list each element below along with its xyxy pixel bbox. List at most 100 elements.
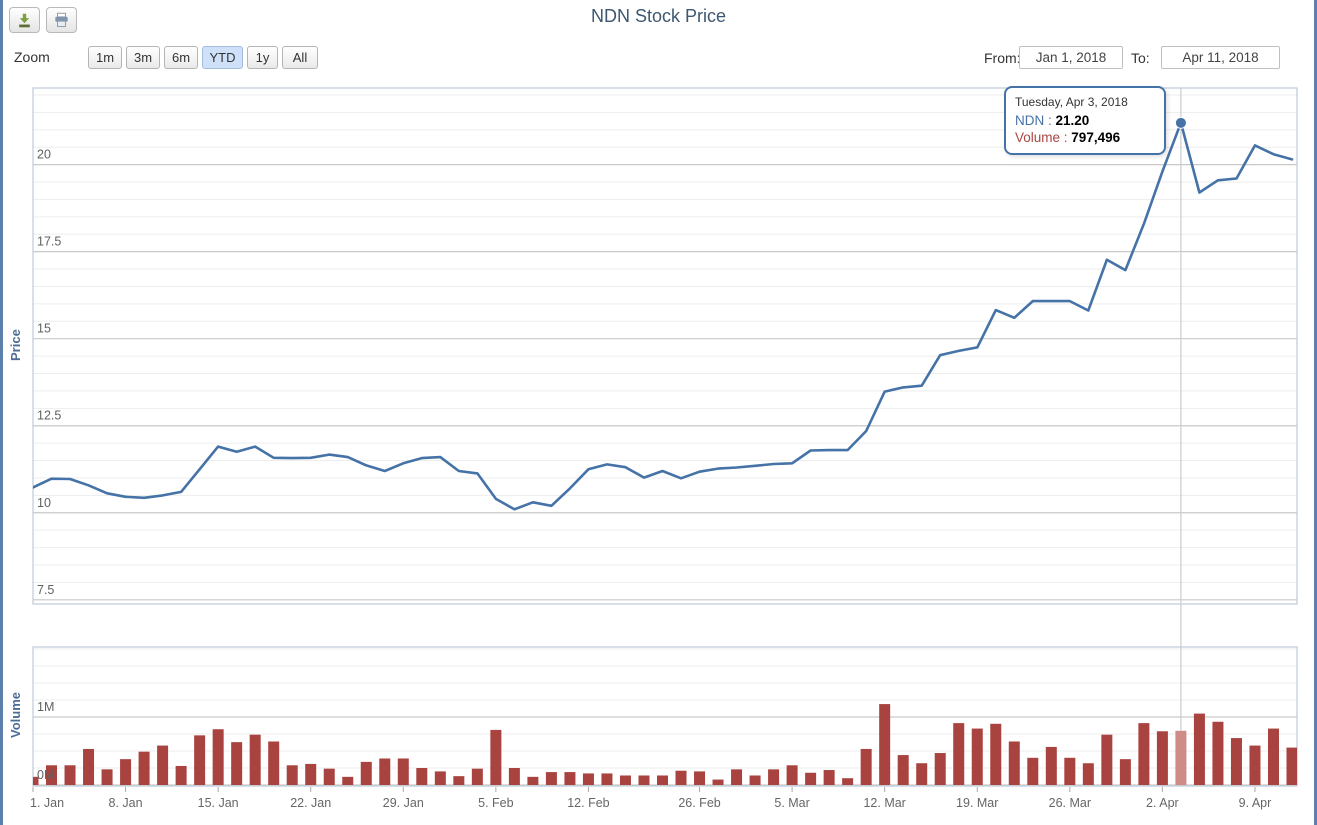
zoom-button-1m[interactable]: 1m [88,46,122,69]
volume-bar[interactable] [194,735,206,785]
volume-bar[interactable] [786,765,798,785]
volume-bar[interactable] [971,728,983,785]
volume-bar[interactable] [490,729,502,785]
volume-bar[interactable] [1156,731,1168,785]
volume-bar[interactable] [545,772,557,785]
volume-axis-title: Volume [8,692,23,738]
volume-bar[interactable] [508,768,520,785]
zoom-button-1y[interactable]: 1y [247,46,278,69]
volume-bar[interactable] [1193,713,1205,785]
volume-bar[interactable] [805,772,817,785]
volume-bar[interactable] [1212,721,1224,785]
volume-bar[interactable] [1064,757,1076,785]
volume-bar[interactable] [953,723,965,785]
print-icon [55,12,68,27]
volume-bar[interactable] [453,776,465,785]
volume-bar[interactable] [46,765,58,785]
volume-bar[interactable] [1101,734,1113,785]
volume-bar[interactable] [916,763,928,785]
volume-bar[interactable] [934,753,946,785]
volume-bar[interactable] [434,771,446,785]
x-tick-label: 2. Apr [1146,796,1179,810]
x-tick-label: 12. Feb [567,796,609,810]
volume-bar[interactable] [83,748,95,785]
volume-bar[interactable] [712,779,724,785]
volume-bar[interactable] [879,704,891,785]
x-tick-label: 12. Mar [863,796,905,810]
volume-bar[interactable] [842,778,854,785]
volume-bar[interactable] [1230,738,1242,785]
volume-bar[interactable] [249,734,261,785]
volume-bar[interactable] [101,769,113,785]
volume-bar[interactable] [1138,723,1150,785]
volume-bar[interactable] [638,775,650,785]
volume-bar[interactable] [286,765,298,785]
volume-bar[interactable] [175,765,187,785]
volume-bar[interactable] [397,758,409,785]
volume-bar[interactable] [1027,757,1039,785]
volume-bar[interactable] [28,776,39,785]
volume-bar[interactable] [749,775,761,785]
volume-bar[interactable] [379,758,391,785]
zoom-button-3m[interactable]: 3m [126,46,160,69]
volume-bar[interactable] [231,742,243,785]
x-axis: 1. Jan 8. Jan 15. Jan 22. Jan 29. Jan 5. Feb 1… [30,787,1271,810]
volume-bar[interactable] [305,763,317,785]
volume-bar[interactable] [268,741,280,785]
price-axis-title: Price [8,329,23,361]
volume-bar[interactable] [1119,759,1131,785]
volume-bar[interactable] [323,768,335,785]
zoom-button-all[interactable]: All [282,46,318,69]
volume-bar[interactable] [212,729,224,785]
volume-bar[interactable] [157,745,169,785]
volume-bar[interactable] [1267,728,1279,785]
y-axis-labels: 7.5 10 12.5 15 17.5 20 0M 1M [37,148,61,782]
price-tick-label: 12.5 [37,409,61,423]
download-icon [19,13,30,27]
price-line[interactable] [33,121,1294,511]
volume-bar[interactable] [138,751,150,785]
volume-bar[interactable] [1286,747,1298,785]
volume-bar[interactable] [990,723,1002,785]
volume-bar[interactable] [471,768,483,785]
price-tick-label: 20 [37,148,51,162]
volume-bar[interactable] [527,776,539,785]
volume-bar[interactable] [823,770,835,785]
from-label: From: [984,50,1021,66]
export-download-button[interactable] [9,7,40,33]
volume-bar[interactable] [1249,745,1261,785]
volume-bar[interactable] [564,772,576,785]
volume-bar[interactable] [619,775,631,785]
volume-bar[interactable] [601,773,613,785]
price-tick-label: 10 [37,496,51,510]
volume-bar[interactable] [1008,741,1020,785]
volume-bar[interactable] [897,755,909,785]
volume-bar[interactable] [675,770,687,785]
x-tick-label: 5. Feb [478,796,513,810]
volume-bar[interactable] [1045,746,1057,785]
volume-tick-label: 1M [37,700,54,714]
volume-bar[interactable] [582,773,594,785]
price-tick-label: 15 [37,322,51,336]
print-button[interactable] [46,7,77,33]
volume-bar[interactable] [768,769,780,785]
zoom-label: Zoom [14,49,50,65]
from-date-input[interactable] [1019,46,1123,69]
to-date-input[interactable] [1161,46,1280,69]
zoom-button-ytd[interactable]: YTD [202,46,243,69]
zoom-button-6m[interactable]: 6m [164,46,198,69]
volume-bar[interactable] [120,759,132,785]
x-tick-label: 9. Apr [1239,796,1272,810]
x-tick-label: 8. Jan [109,796,143,810]
volume-bar[interactable] [860,748,872,785]
volume-bar[interactable] [1175,730,1187,785]
volume-bar[interactable] [657,775,668,785]
volume-bar[interactable] [416,768,428,785]
volume-bar[interactable] [360,761,372,785]
tooltip-volume-value: 797,496 [1071,130,1121,145]
volume-bar[interactable] [342,776,354,785]
volume-bar[interactable] [694,771,706,785]
volume-bar[interactable] [1082,763,1094,785]
volume-bar[interactable] [64,765,76,785]
volume-bar[interactable] [731,769,743,785]
